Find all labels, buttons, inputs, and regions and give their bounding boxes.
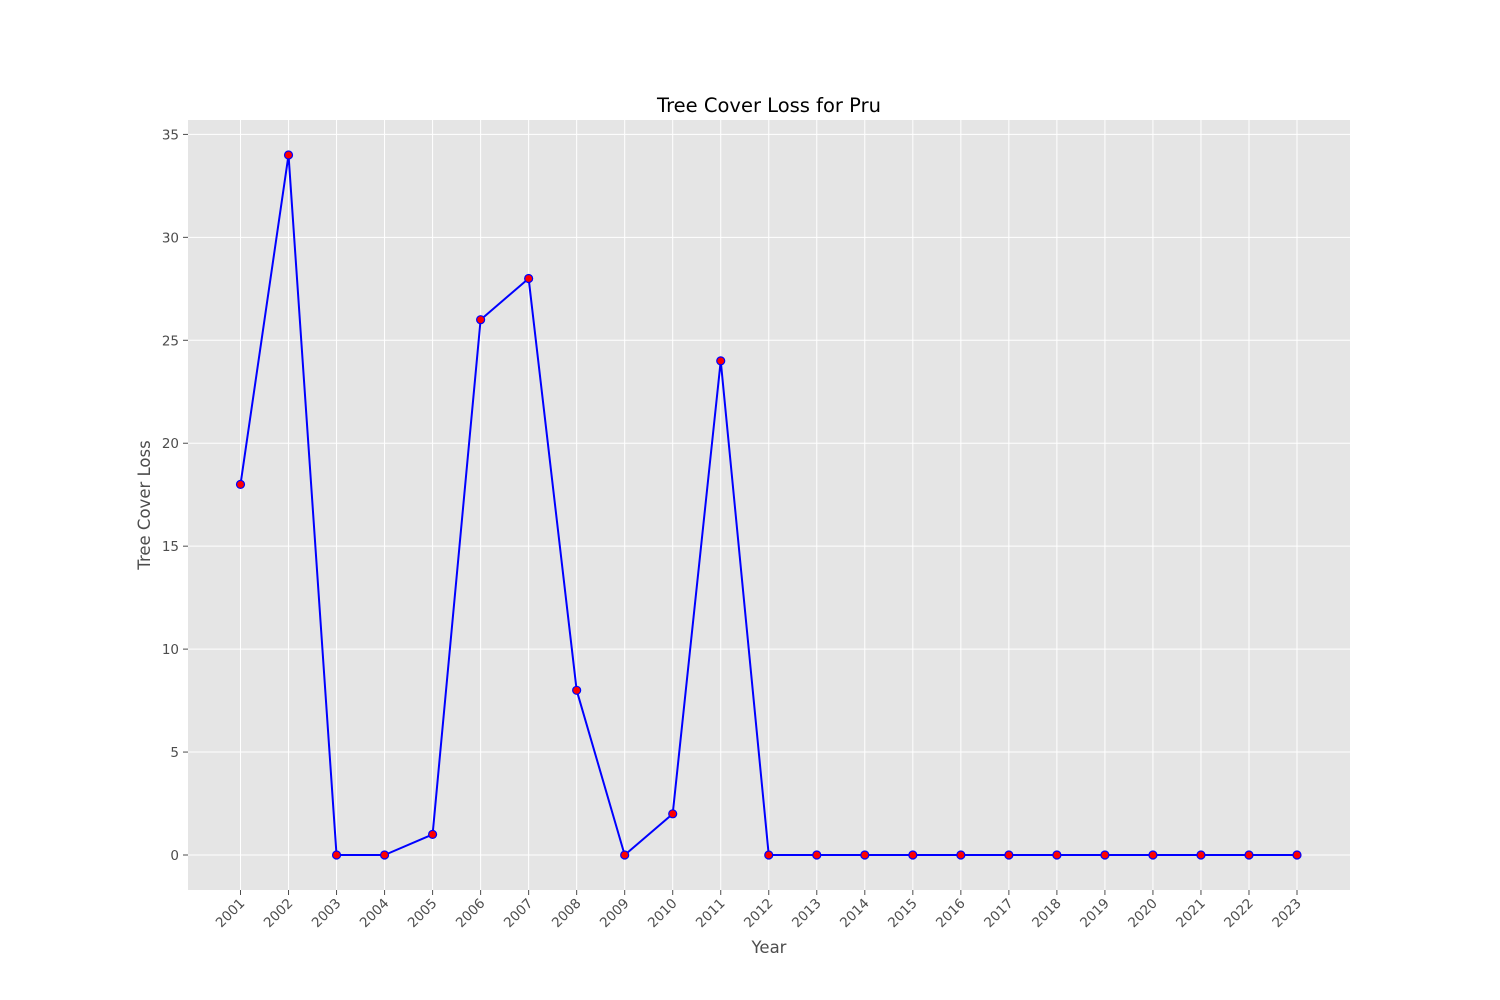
data-point bbox=[1100, 850, 1110, 860]
x-tick-label: 2017 bbox=[981, 896, 1017, 932]
tick-marks bbox=[183, 133, 1298, 895]
x-tick-label: 2002 bbox=[261, 896, 297, 932]
y-tick-label: 0 bbox=[170, 848, 179, 864]
y-tick-labels: 0 5 10 15 20 25 30 35 bbox=[162, 127, 179, 864]
x-tick-label: 2001 bbox=[213, 896, 249, 932]
x-tick-label: 2016 bbox=[933, 896, 969, 932]
x-tick-label: 2012 bbox=[741, 896, 777, 932]
x-tick-label: 2005 bbox=[405, 896, 441, 932]
data-point bbox=[235, 479, 246, 490]
y-tick-label: 5 bbox=[170, 745, 179, 761]
data-point bbox=[331, 850, 342, 860]
y-axis-title: Tree Cover Loss bbox=[135, 440, 154, 570]
x-tick-label: 2014 bbox=[837, 896, 873, 932]
data-point bbox=[572, 685, 582, 695]
x-tick-labels: 2001 2002 2003 2004 2005 2006 2007 2008 2009 2010… bbox=[213, 896, 1305, 932]
data-point bbox=[1052, 850, 1062, 860]
chart-title: Tree Cover Loss for Pru bbox=[656, 94, 881, 117]
x-tick-label: 2022 bbox=[1221, 896, 1257, 932]
x-tick-label: 2008 bbox=[549, 896, 585, 932]
data-point bbox=[812, 850, 822, 860]
y-tick-label: 35 bbox=[162, 127, 179, 143]
data-point bbox=[524, 273, 534, 284]
y-tick-label: 25 bbox=[162, 333, 179, 349]
x-tick-label: 2006 bbox=[453, 896, 489, 932]
y-tick-label: 30 bbox=[162, 230, 179, 246]
x-axis-title: Year bbox=[751, 938, 787, 957]
data-point bbox=[1292, 850, 1302, 860]
y-tick-label: 10 bbox=[162, 642, 179, 658]
data-point bbox=[716, 356, 726, 366]
x-tick-label: 2003 bbox=[309, 896, 345, 932]
x-tick-label: 2020 bbox=[1125, 896, 1161, 932]
y-tick-label: 20 bbox=[162, 436, 179, 452]
x-tick-label: 2009 bbox=[597, 896, 633, 932]
data-point bbox=[620, 850, 630, 860]
x-tick-label: 2015 bbox=[885, 896, 921, 932]
data-point bbox=[956, 850, 966, 860]
y-tick-label: 15 bbox=[162, 539, 179, 555]
x-tick-label: 2018 bbox=[1029, 896, 1065, 932]
data-point bbox=[860, 850, 870, 860]
x-tick-label: 2010 bbox=[645, 896, 681, 932]
data-point bbox=[1244, 850, 1254, 860]
gridlines bbox=[188, 120, 1350, 890]
x-tick-label: 2011 bbox=[693, 896, 729, 932]
data-point bbox=[379, 850, 390, 860]
data-point bbox=[668, 809, 678, 819]
data-point bbox=[1004, 850, 1014, 860]
data-point bbox=[1196, 850, 1206, 860]
data-point bbox=[764, 850, 774, 860]
x-tick-label: 2023 bbox=[1269, 896, 1305, 932]
data-point bbox=[476, 315, 486, 325]
x-tick-label: 2013 bbox=[789, 896, 825, 932]
data-point bbox=[1148, 850, 1158, 860]
data-point bbox=[427, 829, 438, 840]
x-tick-label: 2004 bbox=[357, 896, 393, 932]
series-layer bbox=[235, 150, 1302, 860]
data-point bbox=[908, 850, 918, 860]
x-tick-label: 2021 bbox=[1173, 896, 1209, 932]
x-tick-label: 2007 bbox=[501, 896, 537, 932]
x-tick-label: 2019 bbox=[1077, 896, 1113, 932]
data-point bbox=[283, 150, 294, 160]
